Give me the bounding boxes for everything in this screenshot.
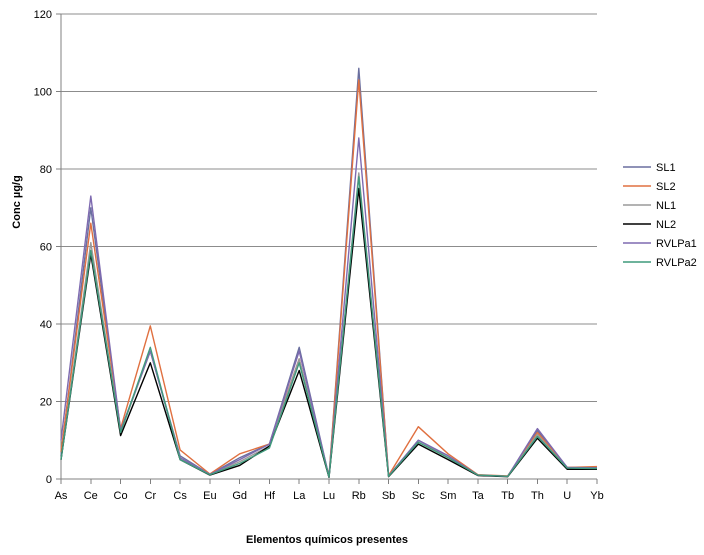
x-tick-label: Ce [84,490,98,502]
x-tick-label: Gd [232,490,247,502]
y-tick-label: 0 [46,474,52,486]
legend-label-sl2: SL2 [656,181,676,193]
x-tick-label: As [55,490,68,502]
legend-label-sl1: SL1 [656,162,676,174]
gridlines [56,13,597,480]
legend: SL1 SL2 NL1 NL2 RVLPa1 RVLPa2 [623,162,697,269]
x-tick-label: U [563,490,571,502]
x-tick-label: Rb [352,490,366,502]
y-axis-title: Conc µg/g [11,175,23,228]
x-tick-label: Ta [472,490,485,502]
y-tick-label: 20 [40,397,52,409]
legend-label-nl2: NL2 [656,219,676,231]
series-line-sl2 [60,79,598,478]
series-lines [60,67,598,479]
x-tick-label: Cr [145,490,157,502]
legend-label-rvlpa2: RVLPa2 [656,257,697,269]
y-tick-label: 40 [40,319,52,331]
series-line-nl1 [60,172,598,478]
x-axis-title: Elementos químicos presentes [246,534,408,546]
x-tick-label: Tb [501,490,514,502]
series-line-rvlpa1 [60,137,598,478]
legend-label-nl1: NL1 [656,200,676,212]
y-axis-ticks: 0 20 40 60 80 100 120 [34,9,52,486]
x-tick-label: Co [114,490,128,502]
x-tick-label: Hf [264,490,276,502]
x-tick-label: Eu [203,490,216,502]
x-tick-label: Lu [323,490,335,502]
x-tick-label: Yb [590,490,603,502]
x-tick-label: Sm [440,490,457,502]
y-tick-label: 80 [40,164,52,176]
x-axis-ticks: As Ce Co Cr Cs Eu Gd Hf La Lu Rb Sb Sc Sm Ta Tb Th U Yb [55,479,604,502]
series-line-nl2 [60,187,597,479]
x-tick-label: Th [531,490,544,502]
x-tick-label: Sb [382,490,395,502]
y-tick-label: 100 [34,87,52,99]
x-tick-label: La [293,490,306,502]
series-line-sl1 [60,67,597,478]
x-tick-label: Sc [412,490,425,502]
series-line-rvlpa2 [60,176,598,478]
legend-label-rvlpa1: RVLPa1 [656,238,697,250]
x-tick-label: Cs [173,490,187,502]
y-tick-label: 60 [40,242,52,254]
y-tick-label: 120 [34,9,52,21]
